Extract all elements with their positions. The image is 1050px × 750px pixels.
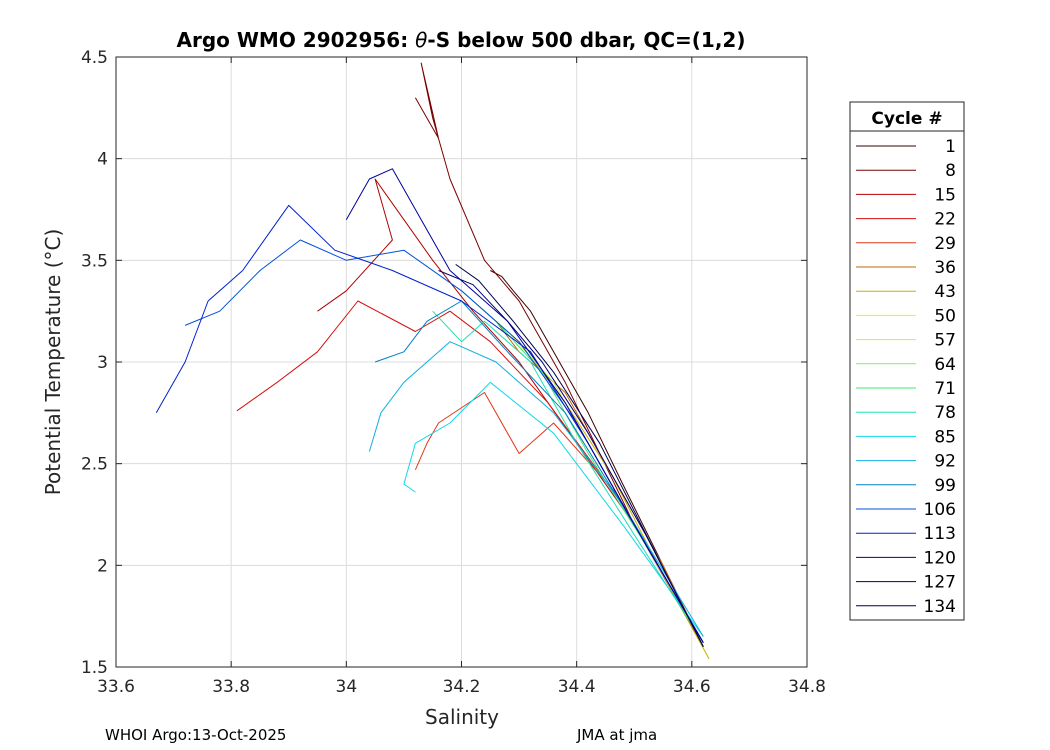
profile-lines [155,62,710,660]
x-tick-label: 34.8 [788,677,826,697]
legend-label: 43 [934,282,956,302]
legend-title: Cycle # [871,109,942,129]
grid-lines [116,57,807,667]
profile-line [236,300,704,647]
legend-label: 85 [934,427,956,447]
legend-label: 36 [934,258,956,278]
legend-label: 127 [924,573,956,593]
profile-line [455,263,704,647]
profile-line [432,310,704,643]
y-tick-label: 1.5 [81,658,108,678]
y-tick-label: 3.5 [81,251,108,271]
legend-label: 8 [945,161,956,181]
x-tick-label: 33.8 [212,677,250,697]
profile-line [345,168,704,643]
legend-label: 92 [934,452,956,472]
legend-label: 57 [934,331,956,351]
footer-left-credit: WHOI Argo:13-Oct-2025 [105,726,287,744]
profile-line [490,270,704,647]
x-tick-label: 34.4 [558,677,596,697]
profile-line [374,300,704,643]
x-tick-label: 33.6 [97,677,135,697]
legend: Cycle # 18152229364350576471788592991061… [849,101,965,621]
x-tick-label: 34 [336,677,358,697]
chart-title: Argo WMO 2902956: θ-S below 500 dbar, QC… [177,28,746,52]
x-axis-label: Salinity [425,705,499,729]
legend-label: 99 [934,476,956,496]
y-tick-label: 3 [97,353,108,373]
x-axis-ticks: 33.6 33.8 34 34.2 34.4 34.6 34.8 [97,57,826,697]
legend-label: 50 [934,306,956,326]
x-tick-label: 34.6 [673,677,711,697]
legend-label: 71 [934,379,956,399]
legend-label: 64 [934,355,956,375]
x-tick-label: 34.2 [443,677,481,697]
profile-line [368,341,704,637]
legend-label: 1 [945,137,956,157]
footer-right-credit: JMA at jma [577,726,658,744]
legend-label: 113 [924,524,956,544]
legend-label: 22 [934,210,956,230]
legend-entries: 1 8 15 22 29 36 43 50 57 64 71 78 85 92 99 106 113 120 127… [856,137,956,617]
profile-line [403,381,704,637]
legend-label: 29 [934,234,956,254]
y-tick-label: 2 [97,556,108,576]
legend-label: 134 [924,597,956,617]
y-tick-label: 2.5 [81,455,108,475]
y-tick-label: 4.5 [81,48,108,68]
y-tick-label: 4 [97,150,108,170]
legend-label: 15 [934,185,956,205]
y-axis-ticks: 1.5 2 2.5 3 3.5 4 4.5 [81,48,807,678]
y-axis-label: Potential Temperature (°C) [41,229,65,496]
legend-label: 78 [934,403,956,423]
legend-label: 120 [924,548,956,568]
legend-label: 106 [924,500,956,520]
